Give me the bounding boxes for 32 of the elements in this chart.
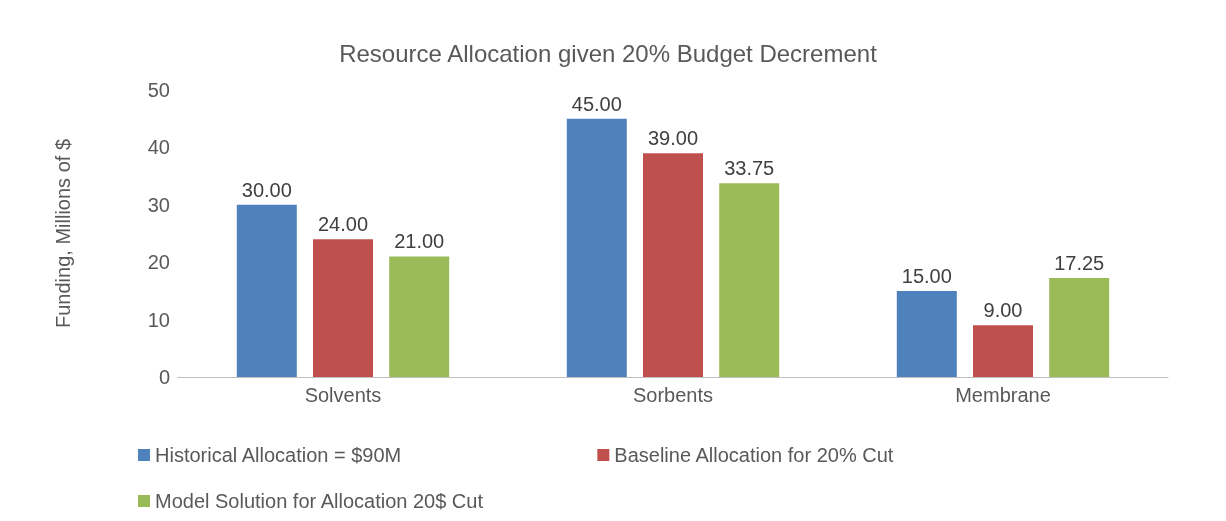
data-label: 17.25 xyxy=(1054,251,1105,274)
y-tick-label: 20 xyxy=(147,251,170,274)
bar xyxy=(566,118,627,377)
legend-label: Model Solution for Allocation 20$ Cut xyxy=(155,490,484,512)
x-tick-label: Sorbents xyxy=(632,384,714,406)
bar xyxy=(973,325,1033,377)
data-label: 45.00 xyxy=(571,92,622,115)
legend-label: Baseline Allocation for 20% Cut xyxy=(614,444,894,466)
data-label: 33.75 xyxy=(724,157,775,180)
data-label: 39.00 xyxy=(647,127,699,150)
data-label: 21.00 xyxy=(394,230,445,253)
y-tick-label: 10 xyxy=(147,308,170,331)
x-tick-label: Membrane xyxy=(955,384,1051,406)
bar xyxy=(389,256,450,377)
bar xyxy=(719,183,780,377)
data-label: 30.00 xyxy=(241,178,292,201)
bar xyxy=(313,239,373,377)
bar xyxy=(643,153,703,377)
x-tick-label: Solvents xyxy=(304,384,382,406)
data-label: 15.00 xyxy=(901,264,952,287)
chart-title: Resource Allocation given 20% Budget Decrement xyxy=(339,39,878,67)
y-tick-label: 40 xyxy=(147,136,170,159)
y-axis-title: Funding, Millions of $ xyxy=(52,139,74,328)
y-tick-label: 0 xyxy=(158,366,170,388)
y-tick-label: 50 xyxy=(147,79,170,101)
bar xyxy=(896,290,957,377)
bar xyxy=(1049,277,1110,377)
legend-label: Historical Allocation = $90M xyxy=(155,444,402,466)
y-tick-label: 30 xyxy=(147,193,170,216)
data-label: 9.00 xyxy=(983,299,1023,322)
data-label: 24.00 xyxy=(317,213,369,236)
bar xyxy=(236,204,297,377)
